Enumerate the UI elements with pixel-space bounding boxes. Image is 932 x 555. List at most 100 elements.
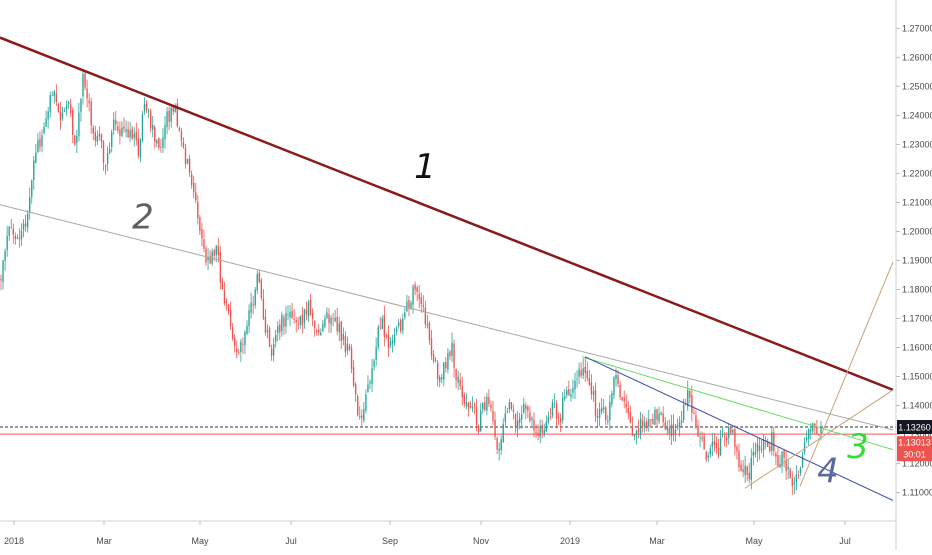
candle-body (439, 377, 441, 382)
candle-body (625, 403, 627, 408)
candle-body (641, 420, 644, 426)
candle-body (580, 370, 582, 376)
candle-body (721, 435, 724, 437)
candle-body (752, 452, 755, 456)
candle-body (258, 272, 260, 283)
candle-body (818, 434, 820, 436)
trendline-2[interactable] (0, 204, 894, 431)
candle-body (434, 360, 437, 362)
candle-body (808, 428, 810, 440)
candle-body (350, 347, 353, 370)
candle-body (316, 330, 318, 332)
candle-body (420, 297, 422, 305)
candle-body (80, 98, 82, 112)
candle-body (750, 457, 752, 480)
candle-body (285, 313, 287, 327)
candle-body (340, 321, 342, 341)
candle-body (240, 341, 242, 352)
candle-body (570, 394, 572, 397)
candle-body (113, 119, 115, 131)
candle-body (793, 482, 796, 485)
candle-body (287, 314, 289, 316)
candle-body (639, 418, 642, 435)
y-tick-label: 1.16000 (902, 343, 932, 353)
candle-body (361, 415, 363, 418)
candle-body (498, 448, 500, 451)
candle-body (416, 287, 418, 292)
candle-body (205, 248, 207, 263)
candle-body (158, 137, 160, 148)
candle-body (482, 403, 484, 410)
candle-body (607, 420, 609, 422)
candle-body (799, 468, 802, 474)
candle-body (373, 360, 375, 367)
candle-body (176, 103, 178, 127)
candle-body (104, 165, 107, 167)
candle-body (375, 347, 377, 360)
candle-body (521, 414, 523, 420)
trendline-extra-4[interactable] (744, 389, 894, 489)
candle-body (783, 450, 785, 458)
candle-body (213, 249, 215, 256)
bid-price-tag (897, 436, 932, 462)
candle-body (562, 397, 564, 421)
candle-body (810, 429, 812, 432)
x-tick-label: May (745, 536, 763, 546)
candle-body (121, 127, 123, 137)
candle-body (605, 407, 607, 420)
candle-body (336, 316, 338, 332)
candle-body (61, 113, 64, 119)
trendline-1[interactable] (0, 36, 894, 392)
candle-body (664, 422, 666, 430)
candle-body (94, 132, 96, 141)
candle-body (92, 127, 94, 133)
candle-body (43, 127, 45, 134)
y-tick-label: 1.23000 (902, 139, 932, 149)
candle-body (676, 425, 679, 428)
candle-body (557, 416, 560, 418)
candle-body (459, 379, 461, 387)
candle-body (436, 362, 439, 380)
candle-body (293, 318, 295, 320)
candle-body (820, 428, 822, 434)
candle-body (385, 335, 388, 337)
candle-body (644, 422, 646, 427)
candle-body (748, 472, 750, 479)
candle-body (412, 286, 414, 305)
candle-body (22, 223, 25, 230)
trendline-extra-5[interactable] (799, 261, 894, 487)
candle-body (272, 344, 275, 356)
trendline-label-4: 4 (817, 451, 839, 491)
candle-body (633, 434, 636, 437)
candle-body (773, 432, 775, 451)
y-tick-label: 1.26000 (902, 52, 932, 62)
candle-body (769, 446, 771, 451)
candle-body (637, 428, 640, 433)
candle-body (398, 322, 400, 327)
candle-body (490, 404, 492, 409)
candle-body (172, 107, 174, 112)
candle-body (45, 118, 47, 128)
candle-body (318, 329, 320, 333)
candle-body (805, 438, 808, 441)
trendline-3[interactable] (581, 356, 894, 451)
candle-body (86, 88, 88, 99)
candle-body (51, 95, 53, 97)
candle-body (424, 307, 427, 325)
candle-body (697, 425, 699, 437)
trendline-4[interactable] (584, 356, 894, 501)
candle-body (453, 343, 455, 368)
candle-body (617, 375, 619, 385)
candle-body (162, 137, 164, 148)
candle-body (279, 324, 281, 333)
candle-body (535, 431, 537, 434)
y-tick-label: 1.15000 (902, 372, 932, 382)
candle-body (457, 376, 459, 383)
candle-body (422, 305, 424, 307)
candle-body (767, 441, 769, 447)
candle-body (801, 455, 804, 468)
candle-body (504, 413, 506, 422)
candle-body (746, 466, 748, 475)
